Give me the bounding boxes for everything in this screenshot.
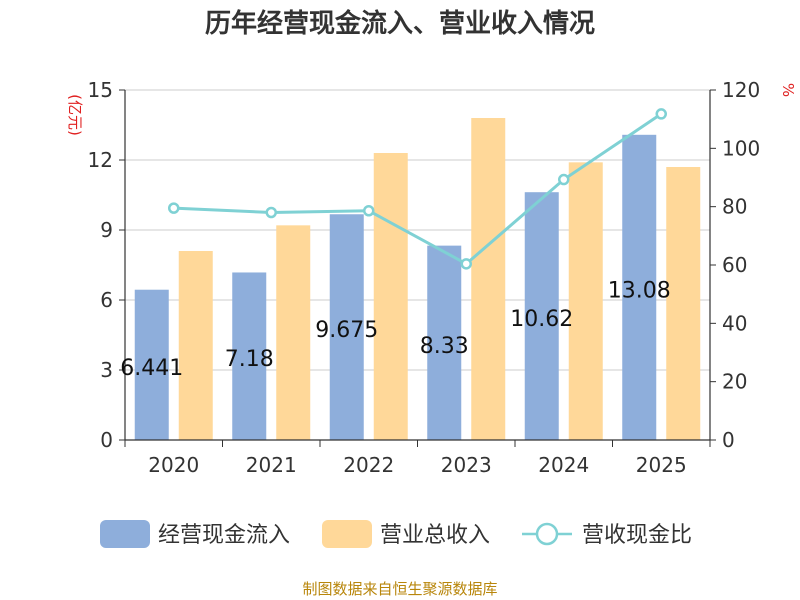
bar-cash-inflow — [622, 134, 657, 441]
right-axis-unit: % — [779, 83, 797, 97]
data-label: 6.441 — [120, 356, 183, 381]
data-label: 9.675 — [315, 318, 378, 343]
bar-cash-inflow — [134, 289, 169, 440]
left-axis-unit: (亿元) — [66, 94, 84, 136]
ratio-point — [168, 202, 180, 214]
ratio-point — [655, 108, 667, 120]
x-tick-label: 2024 — [538, 453, 589, 477]
data-label: 8.33 — [420, 334, 469, 359]
x-tick-label: 2020 — [148, 453, 199, 477]
left-tick-label: 0 — [100, 428, 113, 452]
bar-cash-inflow — [524, 192, 559, 440]
right-tick-label: 0 — [722, 428, 735, 452]
x-tick-label: 2025 — [636, 453, 687, 477]
legend-ratio-label: 营收现金比 — [582, 523, 692, 548]
ratio-line-path — [173, 112, 663, 266]
bar-revenue — [471, 118, 506, 440]
bar-revenue — [276, 225, 311, 440]
bar-cash-inflow — [329, 214, 364, 440]
legend: 经营现金流入 营业总收入 营收现金比 — [100, 520, 692, 548]
legend-revenue-label: 营业总收入 — [380, 523, 490, 548]
x-tick-label: 2023 — [441, 453, 492, 477]
ratio-point — [265, 206, 277, 219]
legend-cash-inflow-swatch — [100, 520, 150, 548]
data-label: 10.62 — [510, 307, 573, 332]
legend-cash-inflow-label: 经营现金流入 — [158, 523, 290, 548]
left-tick-label: 12 — [88, 148, 113, 172]
ratio-line — [168, 108, 667, 270]
right-tick-label: 20 — [722, 370, 747, 394]
ratio-point — [460, 258, 472, 270]
left-tick-label: 9 — [100, 218, 113, 242]
bar-revenue — [666, 167, 701, 440]
left-tick-label: 3 — [100, 358, 113, 382]
bar-revenue — [178, 251, 213, 440]
right-tick-label: 100 — [722, 136, 760, 160]
left-tick-label: 15 — [88, 78, 113, 102]
bar-revenue — [373, 153, 408, 440]
x-tick-label: 2021 — [246, 453, 297, 477]
left-tick-label: 6 — [100, 288, 113, 312]
data-label: 13.08 — [608, 278, 671, 303]
data-labels: 6.441 7.18 9.675 8.33 10.62 13.08 — [120, 278, 670, 380]
right-tick-label: 120 — [722, 78, 760, 102]
legend-revenue-swatch — [322, 520, 372, 548]
right-tick-label: 40 — [722, 311, 747, 335]
chart-title: 历年经营现金流入、营业收入情况 — [205, 8, 595, 39]
right-tick-label: 80 — [722, 195, 747, 219]
bar-cash-inflow — [232, 272, 267, 440]
bar-cash-inflow — [427, 245, 462, 440]
ratio-point — [363, 205, 375, 217]
axes: 0 3 6 9 12 15 0 20 40 60 80 100 120 2020 2021 2022 2023 2… — [88, 78, 761, 477]
x-tick-label: 2022 — [343, 453, 394, 477]
ratio-point — [558, 173, 570, 186]
data-label: 7.18 — [225, 347, 274, 372]
right-tick-label: 60 — [722, 253, 747, 277]
bar-revenue — [568, 162, 603, 441]
legend-ratio-swatch-marker — [535, 522, 559, 546]
source-note: 制图数据来自恒生聚源数据库 — [302, 580, 497, 598]
bars — [134, 118, 701, 441]
